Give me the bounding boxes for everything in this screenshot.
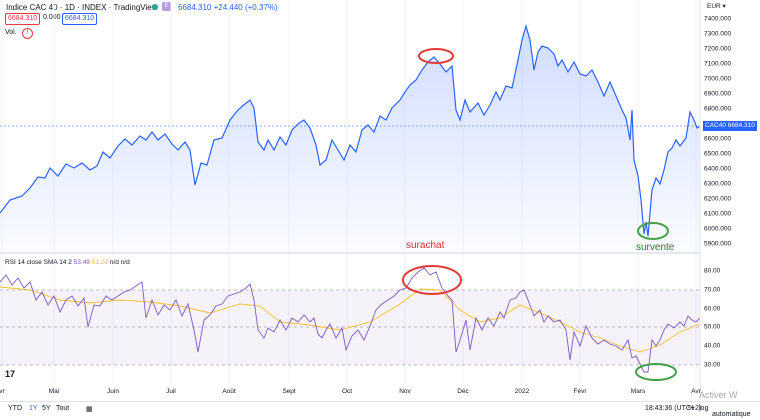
rsi-na: n/d n/d bbox=[109, 259, 130, 266]
rsi-tick-label: 60.00 bbox=[704, 305, 721, 313]
price-tick-label: 6000.000 bbox=[704, 225, 732, 233]
price-tick-label: 6200.000 bbox=[704, 195, 732, 203]
month-tick-label: Mai bbox=[48, 388, 60, 395]
rsi-sma-value: 51.28 bbox=[91, 259, 109, 266]
activation-watermark: Activer W bbox=[699, 390, 738, 400]
rsi-tick-label: 30.00 bbox=[704, 361, 721, 369]
month-tick-label: 2022 bbox=[514, 388, 530, 395]
overbought-circle-top bbox=[418, 48, 454, 64]
month-tick-label: Oct bbox=[341, 388, 353, 395]
rsi-sma-line bbox=[0, 286, 701, 353]
clock-time[interactable]: 18:43:36 (UTC+2) bbox=[645, 405, 702, 412]
month-tick-label: Déc bbox=[457, 388, 469, 395]
month-tick-label: Nov bbox=[399, 388, 411, 395]
price-tick-label: 5900.000 bbox=[704, 240, 732, 248]
symbol-title[interactable]: Indice CAC 40 · 1D · INDEX · TradingView bbox=[6, 3, 158, 12]
bottom-toolbar: YTD 1Y 5Y Tout ▦ 18:43:36 (UTC+2) % log … bbox=[0, 401, 760, 420]
log-toggle[interactable]: log bbox=[699, 405, 709, 412]
buy-price-box[interactable]: 6684.310 bbox=[62, 13, 98, 25]
last-quote: 6684.310 +24.440 (+0.37%) bbox=[178, 3, 278, 12]
price-tick-label: 7300.000 bbox=[704, 30, 732, 38]
chart-header: Indice CAC 40 · 1D · INDEX · TradingView… bbox=[0, 0, 700, 40]
rsi-name: RSI 14 close SMA 14 2 bbox=[5, 259, 72, 266]
overbought-annotation: surachat bbox=[406, 240, 445, 251]
oversold-circle-rsi bbox=[635, 363, 677, 381]
last-price-tag: CAC40 6684.310 bbox=[703, 121, 757, 131]
price-area-fill bbox=[0, 26, 700, 253]
price-series-line bbox=[0, 23, 701, 237]
sell-price-box[interactable]: 6684.310 bbox=[5, 13, 41, 25]
month-tick-label: Juil bbox=[166, 388, 176, 395]
price-tick-label: 7100.000 bbox=[704, 60, 732, 68]
price-tick-label: 6300.000 bbox=[704, 180, 732, 188]
rsi-tick-label: 70.00 bbox=[704, 286, 721, 294]
range-5y-button[interactable]: 5Y bbox=[42, 405, 51, 412]
price-tick-label: 7000.000 bbox=[704, 75, 732, 83]
rsi-tick-label: 50.00 bbox=[704, 323, 721, 331]
range-1y-button[interactable]: 1Y bbox=[29, 405, 38, 412]
month-tick-label: Juin bbox=[107, 388, 119, 395]
range-all-button[interactable]: Tout bbox=[56, 405, 70, 412]
date-range-icon[interactable]: ▦ bbox=[86, 406, 93, 413]
volume-label: Vol. bbox=[5, 29, 17, 36]
market-status-icon bbox=[152, 4, 158, 10]
rsi-tick-label: 80.00 bbox=[704, 267, 721, 275]
month-tick-label: Sept bbox=[282, 388, 296, 395]
spread-value: 0.000 bbox=[43, 14, 61, 21]
rsi-tick-label: 40.00 bbox=[704, 342, 721, 350]
month-tick-label: Févr bbox=[573, 388, 587, 395]
price-tick-label: 6900.000 bbox=[704, 90, 732, 98]
price-tick-label: 6800.000 bbox=[704, 105, 732, 113]
rsi-series-line bbox=[0, 267, 701, 373]
currency-selector[interactable]: EUR ▾ bbox=[707, 3, 726, 10]
month-tick-label: Avr bbox=[691, 388, 701, 395]
overbought-circle-rsi bbox=[402, 265, 462, 295]
month-tick-label: Août bbox=[222, 388, 236, 395]
price-tick-label: 7400.000 bbox=[704, 15, 732, 23]
volume-alert-icon[interactable]: ! bbox=[22, 28, 33, 39]
exchange-badge: E bbox=[162, 2, 171, 11]
oversold-circle-top bbox=[637, 222, 669, 240]
rsi-value: 53.49 bbox=[73, 259, 90, 266]
price-tick-label: 6100.000 bbox=[704, 210, 732, 218]
month-tick-label: Mars bbox=[630, 388, 646, 395]
price-tick-label: 6400.000 bbox=[704, 165, 732, 173]
range-ytd-button[interactable]: YTD bbox=[8, 405, 22, 412]
price-tick-label: 6500.000 bbox=[704, 150, 732, 158]
month-tick-label: vr bbox=[0, 388, 5, 395]
price-tick-label: 7200.000 bbox=[704, 45, 732, 53]
tradingview-logo[interactable]: 17 bbox=[5, 369, 16, 379]
price-tick-label: 6600.000 bbox=[704, 135, 732, 143]
percent-toggle[interactable]: % bbox=[688, 405, 695, 412]
auto-toggle[interactable]: automatique bbox=[712, 411, 751, 418]
oversold-annotation: survente bbox=[636, 242, 675, 253]
rsi-legend[interactable]: RSI 14 close SMA 14 2 53.49 51.28 n/d n/… bbox=[5, 259, 130, 266]
